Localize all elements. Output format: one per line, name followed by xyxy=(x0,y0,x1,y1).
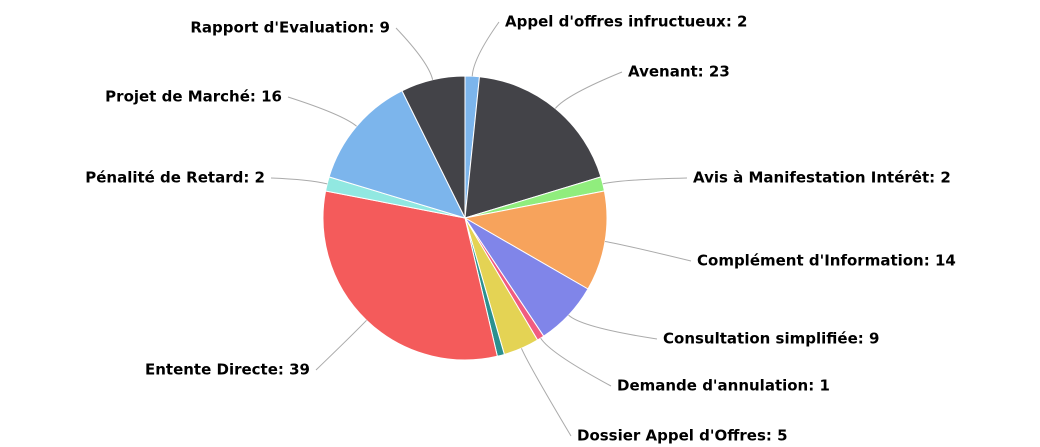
pie-slice xyxy=(401,75,466,219)
data-label: Entente Directe: 39 xyxy=(145,361,310,379)
data-label: Demande d'annulation: 1 xyxy=(617,377,830,395)
data-label: Appel d'offres infructueux: 2 xyxy=(505,13,747,31)
connector xyxy=(520,348,572,437)
pie-slice xyxy=(328,90,466,219)
connector xyxy=(395,27,434,80)
data-label: Consultation simplifiée: 9 xyxy=(663,330,879,348)
data-label: Rapport d'Evaluation: 9 xyxy=(190,19,390,37)
pie-slice xyxy=(464,76,602,219)
data-label: Avis à Manifestation Intérêt: 2 xyxy=(693,169,951,187)
data-label: Dossier Appel d'Offres: 5 xyxy=(577,427,788,445)
connector xyxy=(540,337,612,387)
data-label: Avenant: 23 xyxy=(628,63,730,81)
connector xyxy=(471,21,500,77)
pie-slice xyxy=(463,190,608,290)
data-label: Projet de Marché: 16 xyxy=(105,88,282,106)
data-label: Complément d'Information: 14 xyxy=(697,252,956,270)
pie-slice xyxy=(322,190,498,361)
connector xyxy=(568,314,658,340)
connector xyxy=(602,177,688,185)
connector xyxy=(287,96,357,127)
data-label: Pénalité de Retard: 2 xyxy=(85,169,265,187)
connector xyxy=(554,71,623,109)
connector xyxy=(315,319,367,371)
connector xyxy=(270,177,328,185)
connector xyxy=(604,240,692,262)
